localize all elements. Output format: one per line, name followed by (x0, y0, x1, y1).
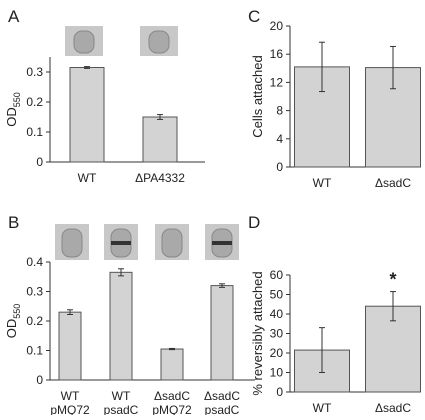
error-bar (157, 114, 163, 120)
y-tick-label: 0.2 (26, 314, 43, 328)
error-bar (390, 45, 396, 90)
error-bar (219, 283, 225, 288)
y-tick-label: 0.1 (26, 125, 43, 139)
x-tick-label: psadC (104, 403, 139, 415)
y-tick-label: 0.3 (26, 65, 43, 79)
x-tick-label: ΔsadC (375, 176, 411, 190)
x-tick-label: WT (112, 389, 131, 403)
x-tick-label: ΔsadC (154, 389, 190, 403)
x-tick-label: psadC (205, 403, 240, 415)
y-tick-label: 30 (270, 327, 284, 341)
x-tick-label: ΔsadC (375, 401, 411, 415)
x-tick-label: WT (61, 389, 80, 403)
error-bar (319, 327, 325, 373)
y-axis-label-part: OD (4, 319, 19, 339)
y-axis-label: OD550 (4, 304, 22, 339)
error-bar (169, 347, 175, 351)
y-tick-label: 0.1 (26, 344, 43, 358)
y-axis-label-part: % reversibly attached (250, 271, 265, 395)
x-tick-label: ΔsadC (204, 389, 240, 403)
y-tick-label: 20 (270, 19, 284, 33)
x-tick-label: WT (313, 176, 332, 190)
tube (61, 228, 83, 258)
x-tick-label: WT (313, 401, 332, 415)
y-axis-label-part: OD (4, 107, 19, 127)
y-tick-label: 0 (276, 160, 283, 174)
x-tick-label: ΔPA4332 (135, 171, 185, 185)
bar (210, 285, 234, 381)
y-tick-label: 0.4 (26, 255, 43, 269)
y-tick-label: 0.2 (26, 95, 43, 109)
y-tick-label: 0 (36, 373, 43, 387)
y-tick-label: 50 (270, 288, 284, 302)
error-bar (390, 291, 396, 322)
y-axis-label-part: 550 (12, 304, 22, 319)
y-tick-label: 16 (270, 47, 284, 61)
x-tick-label: WT (78, 171, 97, 185)
y-tick-label: 12 (270, 75, 284, 89)
error-bar (84, 66, 90, 69)
y-tick-label: 0 (36, 155, 43, 169)
y-tick-label: 20 (270, 346, 284, 360)
error-bar (67, 309, 73, 316)
y-axis-label: Cells attached (250, 55, 265, 137)
annotation: * (389, 270, 396, 290)
tube-images (55, 26, 239, 260)
tube-ring (212, 241, 232, 245)
bar (142, 116, 178, 163)
y-tick-label: 40 (270, 307, 284, 321)
bar (109, 271, 133, 381)
y-tick-label: 0 (276, 385, 283, 399)
panel-label: C (248, 7, 260, 26)
panel-label: D (248, 213, 260, 232)
y-axis-label: OD550 (4, 92, 22, 127)
tube (73, 30, 95, 54)
x-tick-label: pMQ72 (50, 403, 90, 415)
tube-ring (111, 241, 131, 245)
error-bar (319, 41, 325, 93)
bar (365, 305, 421, 393)
y-axis-label-part: Cells attached (250, 55, 265, 137)
bar (58, 311, 82, 381)
y-tick-label: 60 (270, 268, 284, 282)
panel-label: A (8, 7, 20, 26)
y-tick-label: 0.3 (26, 285, 43, 299)
bar (160, 348, 184, 381)
panel-label: B (8, 213, 19, 232)
bar (69, 67, 105, 163)
y-tick-label: 10 (270, 366, 284, 380)
y-tick-label: 8 (276, 104, 283, 118)
y-axis-label: % reversibly attached (250, 271, 265, 395)
y-tick-label: 4 (276, 132, 283, 146)
tube (161, 228, 183, 258)
x-tick-label: pMQ72 (152, 403, 192, 415)
error-bar (118, 268, 124, 277)
tube (148, 30, 170, 54)
y-axis-label-part: 550 (12, 92, 22, 107)
